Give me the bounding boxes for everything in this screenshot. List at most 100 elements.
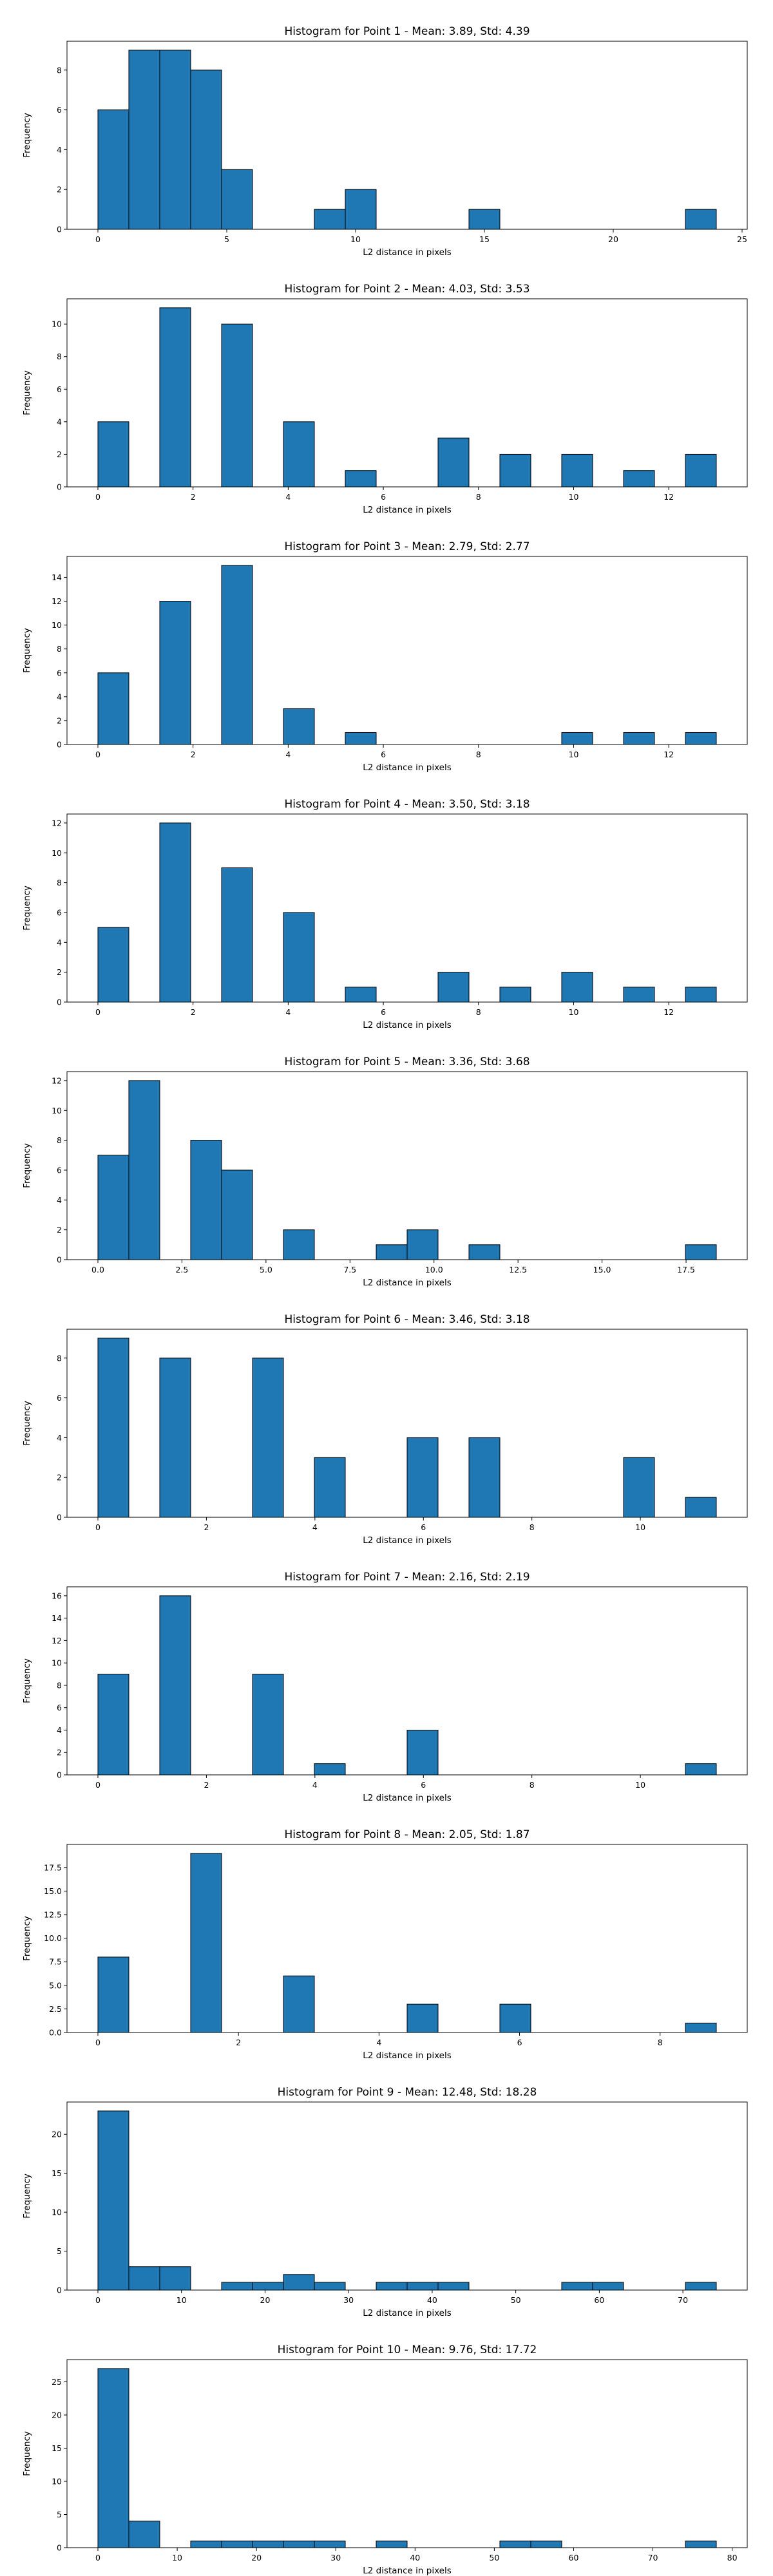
histogram-bar (97, 1674, 129, 1776)
x-tick-label: 6 (421, 1522, 426, 1532)
y-tick-label: 2 (57, 185, 62, 194)
histogram-bar (97, 927, 129, 1003)
y-tick-label: 5 (57, 2246, 62, 2256)
chart-title: Histogram for Point 5 - Mean: 3.36, Std:… (284, 1056, 530, 1068)
x-tick-label: 80 (727, 2553, 738, 2562)
y-tick-label: 8 (57, 65, 62, 75)
histogram-bar (685, 2282, 717, 2291)
chart-title: Histogram for Point 9 - Mean: 12.48, Std… (278, 2086, 537, 2099)
histogram-bar (159, 1358, 191, 1518)
x-tick-label: 20 (251, 2553, 262, 2562)
x-tick-label: 2 (236, 2038, 241, 2047)
y-tick-label: 4 (57, 1725, 62, 1735)
x-tick-label: 6 (381, 1007, 386, 1017)
histogram-bar (128, 2266, 160, 2291)
x-tick-label: 10 (569, 1007, 579, 1017)
histogram-bar (623, 1457, 655, 1518)
chart-panel-4: Histogram for Point 4 - Mean: 3.50, Std:… (22, 798, 748, 1030)
histogram-bar (283, 421, 315, 488)
histogram-bar (345, 987, 377, 1003)
x-tick-label: 8 (476, 492, 481, 502)
y-tick-label: 2 (57, 450, 62, 459)
x-tick-label: 0 (95, 1007, 100, 1017)
y-tick-label: 0 (57, 2286, 62, 2295)
x-axis-label: L2 distance in pixels (363, 2308, 451, 2318)
histogram-bar (252, 2541, 284, 2548)
y-axis-label: Frequency (22, 628, 32, 673)
histogram-bar (221, 169, 253, 230)
y-tick-label: 2 (57, 715, 62, 725)
histogram-bar (283, 2541, 315, 2548)
histogram-bar (685, 2022, 717, 2033)
x-tick-label: 0 (95, 750, 100, 759)
y-tick-label: 2 (57, 967, 62, 977)
x-tick-label: 70 (678, 2295, 688, 2305)
y-tick-label: 6 (57, 907, 62, 917)
chart-title: Histogram for Point 8 - Mean: 2.05, Std:… (284, 1828, 530, 1841)
x-tick-label: 8 (530, 1780, 535, 1790)
histogram-bar (314, 2541, 346, 2548)
x-tick-label: 2 (204, 1780, 209, 1790)
y-axis-label: Frequency (22, 370, 32, 415)
histogram-bar (314, 1457, 346, 1518)
histogram-bar (128, 2521, 160, 2548)
histogram-bar (499, 2003, 531, 2033)
histogram-bar (97, 109, 129, 230)
y-tick-label: 5.0 (49, 1980, 62, 1990)
histogram-bar (561, 732, 593, 745)
histogram-bar (190, 1853, 222, 2033)
axes-frame (66, 2101, 748, 2291)
y-tick-label: 2 (57, 1473, 62, 1482)
x-tick-label: 8 (530, 1522, 535, 1532)
chart-panel-10: Histogram for Point 10 - Mean: 9.76, Std… (22, 2344, 748, 2576)
y-axis-label: Frequency (22, 1143, 32, 1188)
y-tick-label: 0 (57, 1255, 62, 1265)
y-tick-label: 20 (52, 2130, 62, 2139)
histogram-bar (190, 2541, 222, 2548)
chart-panel-3: Histogram for Point 3 - Mean: 2.79, Std:… (22, 540, 748, 773)
histogram-bar (685, 987, 717, 1003)
histogram-bar (128, 50, 160, 230)
histogram-bar (252, 1358, 284, 1518)
y-tick-label: 0 (57, 2543, 62, 2553)
histogram-bar (499, 987, 531, 1003)
y-tick-label: 12 (52, 818, 62, 828)
x-tick-label: 15.0 (593, 1265, 611, 1274)
y-tick-label: 8 (57, 878, 62, 887)
x-tick-label: 4 (285, 492, 291, 502)
y-axis-label: Frequency (22, 1401, 32, 1446)
histogram-bar (437, 972, 470, 1003)
y-tick-label: 10 (52, 319, 62, 329)
chart-panel-5: Histogram for Point 5 - Mean: 3.36, Std:… (22, 1056, 748, 1288)
histogram-bar (468, 1437, 501, 1518)
x-tick-label: 15 (479, 234, 490, 244)
chart-title: Histogram for Point 4 - Mean: 3.50, Std:… (284, 798, 530, 811)
histogram-bar (685, 1497, 717, 1518)
histogram-bar (468, 209, 501, 230)
y-axis-label: Frequency (22, 1658, 32, 1703)
histogram-bar (376, 2282, 408, 2291)
y-tick-label: 4 (57, 692, 62, 701)
y-tick-label: 8 (57, 1680, 62, 1690)
x-tick-label: 0 (95, 2295, 100, 2305)
histogram-bar (314, 1763, 346, 1776)
y-tick-label: 0 (57, 482, 62, 492)
y-tick-label: 15.0 (44, 1886, 62, 1896)
y-tick-label: 6 (57, 1703, 62, 1712)
y-tick-label: 7.5 (49, 1957, 62, 1967)
x-tick-label: 4 (312, 1522, 318, 1532)
y-tick-label: 10 (52, 2208, 62, 2217)
y-tick-label: 12 (52, 1636, 62, 1645)
chart-panel-9: Histogram for Point 9 - Mean: 12.48, Std… (22, 2086, 748, 2318)
x-axis-label: L2 distance in pixels (363, 1278, 451, 1288)
y-tick-label: 8 (57, 1135, 62, 1145)
histogram-bar (376, 2541, 408, 2548)
x-axis-label: L2 distance in pixels (363, 247, 451, 258)
histogram-bar (468, 1244, 501, 1260)
histogram-bar (685, 1244, 717, 1260)
histogram-bar (561, 972, 593, 1003)
y-axis-label: Frequency (22, 1916, 32, 1961)
x-tick-label: 30 (343, 2295, 354, 2305)
x-tick-label: 60 (594, 2295, 604, 2305)
